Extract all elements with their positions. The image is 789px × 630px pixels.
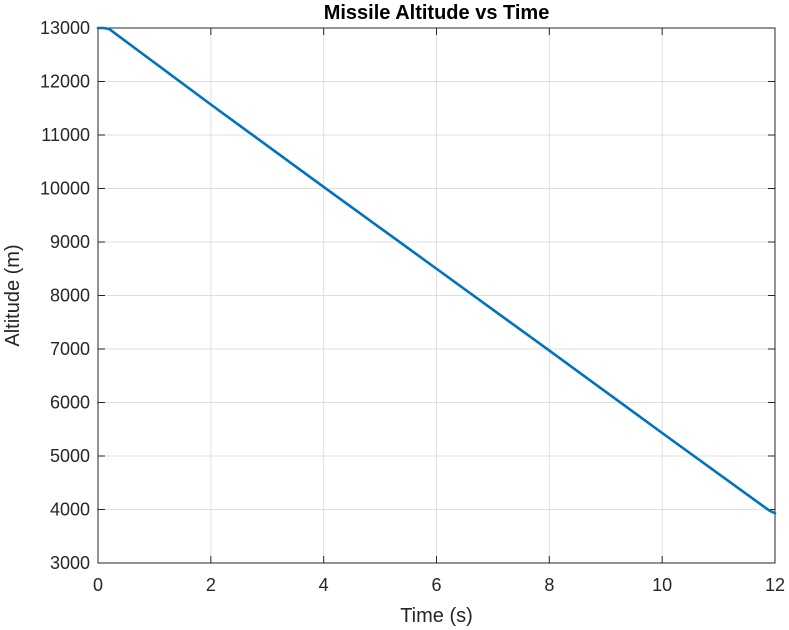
x-tick-label: 0 (93, 575, 103, 595)
y-tick-label: 7000 (50, 339, 90, 359)
y-tick-label: 11000 (41, 125, 90, 145)
x-tick-label: 10 (652, 575, 672, 595)
chart-title: Missile Altitude vs Time (324, 2, 550, 24)
y-tick-label: 12000 (40, 72, 90, 92)
y-tick-label: 4000 (50, 500, 90, 520)
y-tick-label: 3000 (50, 553, 90, 573)
axis-ticks: 0 2 4 6 8 10 12 3000 4000 5000 6000 7000 8000 9000 100… (40, 18, 785, 595)
series-line (96, 26, 777, 515)
y-tick-label: 6000 (50, 393, 90, 413)
series-layer (96, 26, 777, 515)
y-axis-label: Altitude (m) (2, 244, 24, 346)
y-tick-label: 13000 (40, 18, 90, 38)
x-axis-label: Time (s) (400, 605, 473, 627)
x-tick-label: 4 (319, 575, 329, 595)
x-tick-label: 6 (431, 575, 441, 595)
x-tick-label: 8 (544, 575, 554, 595)
y-tick-label: 5000 (50, 446, 90, 466)
x-tick-label: 12 (765, 575, 785, 595)
y-tick-label: 10000 (40, 179, 90, 199)
grid-lines (97, 27, 776, 564)
y-tick-label: 9000 (50, 232, 90, 252)
y-tick-label: 8000 (50, 286, 90, 306)
x-tick-label: 2 (206, 575, 216, 595)
